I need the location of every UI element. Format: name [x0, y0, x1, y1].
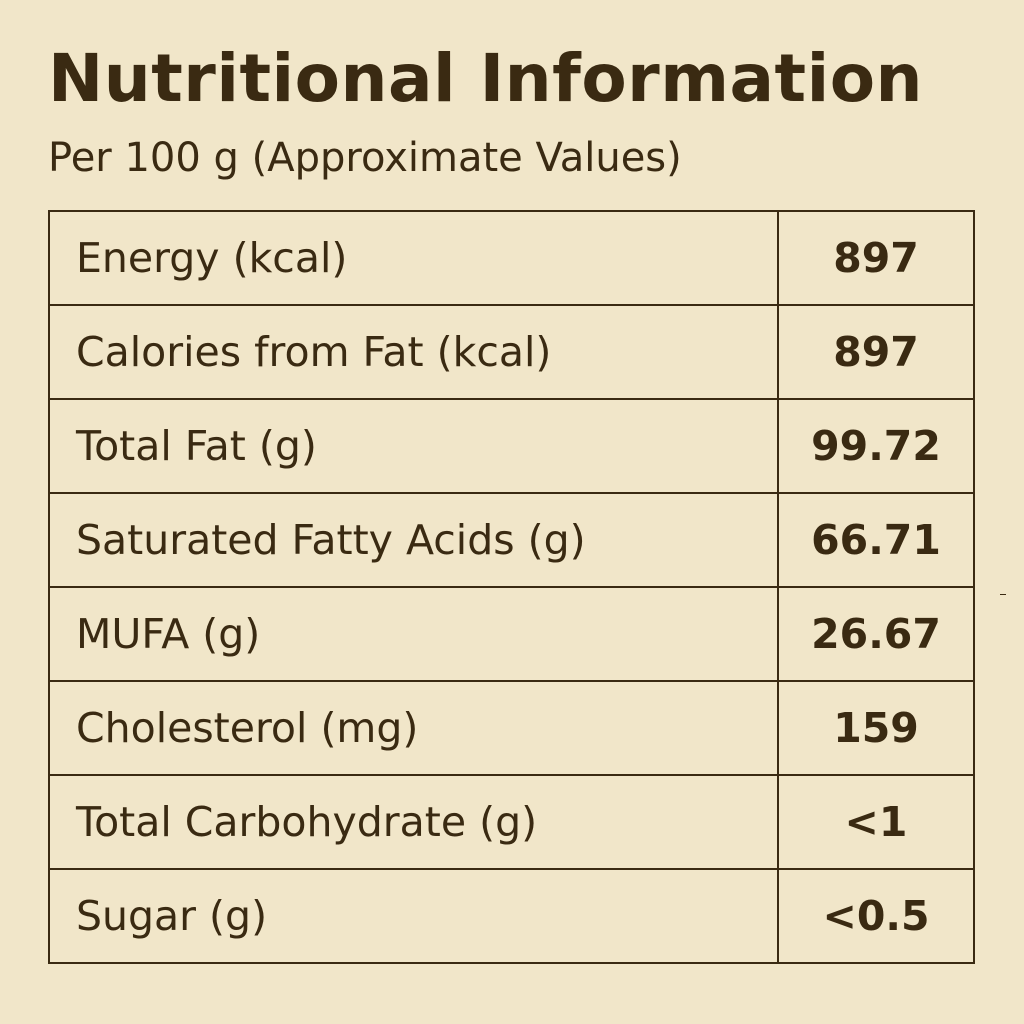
nutrient-label: Cholesterol (mg)	[48, 680, 779, 776]
table-row: Total Carbohydrate (g) <1	[48, 774, 975, 870]
table-row: Energy (kcal) 897	[48, 210, 975, 306]
page-subtitle: Per 100 g (Approximate Values)	[48, 135, 682, 181]
table-row: Cholesterol (mg) 159	[48, 680, 975, 776]
nutrient-value: 99.72	[777, 398, 975, 494]
table-row: Calories from Fat (kcal) 897	[48, 304, 975, 400]
nutrient-value: 26.67	[777, 586, 975, 682]
table-row: Total Fat (g) 99.72	[48, 398, 975, 494]
nutrient-label: Calories from Fat (kcal)	[48, 304, 779, 400]
nutrient-label: Saturated Fatty Acids (g)	[48, 492, 779, 588]
table-row: MUFA (g) 26.67	[48, 586, 975, 682]
page-title: Nutritional Information	[48, 40, 924, 117]
nutrient-value: 897	[777, 304, 975, 400]
nutrient-label: Total Fat (g)	[48, 398, 779, 494]
nutrient-value: 897	[777, 210, 975, 306]
table-row: Sugar (g) <0.5	[48, 868, 975, 964]
nutrient-value: 66.71	[777, 492, 975, 588]
nutrition-table: Energy (kcal) 897 Calories from Fat (kca…	[48, 210, 975, 964]
nutrient-label: Energy (kcal)	[48, 210, 779, 306]
edge-tick-mark	[1000, 594, 1006, 595]
nutrient-value: 159	[777, 680, 975, 776]
table-row: Saturated Fatty Acids (g) 66.71	[48, 492, 975, 588]
nutrient-value: <0.5	[777, 868, 975, 964]
nutrient-label: Total Carbohydrate (g)	[48, 774, 779, 870]
nutrient-value: <1	[777, 774, 975, 870]
nutrient-label: MUFA (g)	[48, 586, 779, 682]
nutrient-label: Sugar (g)	[48, 868, 779, 964]
